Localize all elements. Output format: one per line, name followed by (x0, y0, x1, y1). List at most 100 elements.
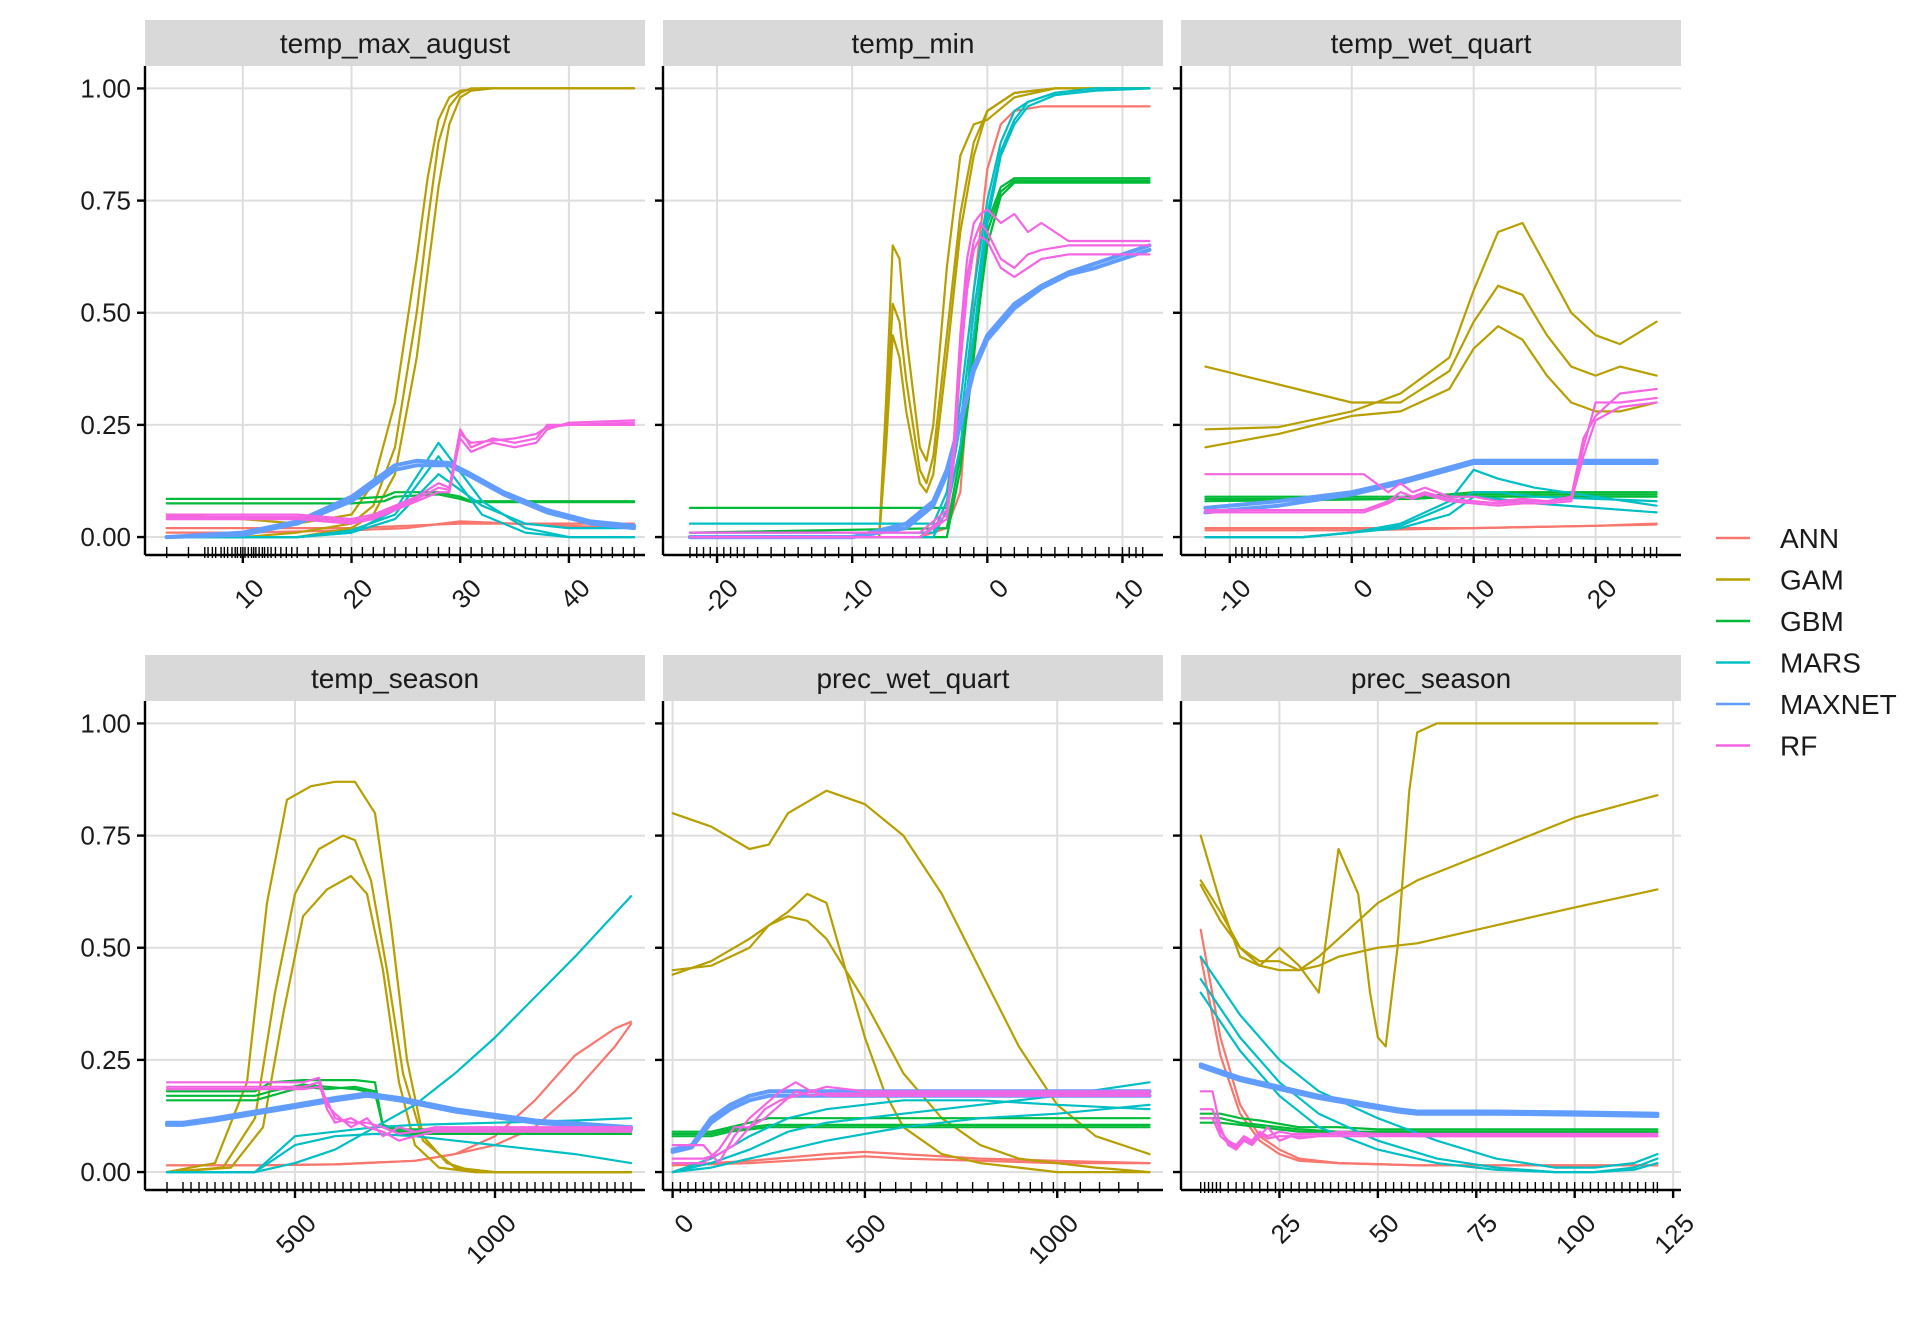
series-line-ann (165, 1022, 633, 1167)
series-line-gam (165, 834, 633, 1174)
legend-item-maxnet: MAXNET (1716, 689, 1897, 720)
series-line-rf (165, 1081, 633, 1142)
panel-temp-max-august: temp_max_august 10 20 30 40 0.00 0.25 0.50 0.75 1… (80, 20, 645, 614)
y-tick-label: 0.00 (80, 522, 131, 552)
legend-label: MARS (1780, 648, 1861, 679)
series-line-gam (1204, 284, 1658, 404)
series-line-rf (688, 208, 1151, 539)
x-tick-label: 10 (228, 573, 270, 615)
series-line-maxnet (1203, 461, 1659, 515)
x-tick-label: -10 (1209, 573, 1257, 621)
series-group (165, 780, 633, 1174)
series-line-maxnet (670, 1093, 1152, 1154)
panel-temp-season: temp_season 500 1000 0.00 0.25 0.50 0.75 1.00 (80, 655, 645, 1270)
series-line-maxnet (688, 243, 1152, 540)
series-line-maxnet (688, 247, 1152, 540)
series-line-rf (671, 1090, 1151, 1165)
series-line-gam (1199, 883, 1659, 972)
series-line-rf (688, 235, 1151, 539)
series-line-gbm (671, 1126, 1151, 1138)
series-line-mars (165, 1132, 633, 1174)
x-tick-label: 0 (668, 1208, 699, 1239)
series-line-mars (165, 473, 636, 539)
y-tick-label: 0.50 (80, 298, 131, 328)
x-tick-label: 10 (1108, 573, 1150, 615)
series-group (688, 87, 1152, 540)
facet-title: temp_wet_quart (1331, 28, 1532, 59)
series-line-rf (671, 1090, 1151, 1160)
series-line-maxnet (1203, 458, 1659, 510)
series-line-gam (1204, 221, 1658, 431)
x-tick-label: -10 (831, 573, 879, 621)
facet-title: temp_max_august (280, 28, 511, 59)
series-line-gbm (1199, 1121, 1659, 1134)
y-tick-label: 0.25 (80, 410, 131, 440)
series-line-maxnet (1198, 1062, 1660, 1116)
series-line-maxnet (165, 1093, 633, 1132)
facet-strip (663, 655, 1163, 701)
facet-title: prec_wet_quart (816, 663, 1009, 694)
series-line-rf (1199, 1117, 1659, 1149)
y-tick-label: 0.25 (80, 1045, 131, 1075)
facet-strip (663, 20, 1163, 66)
x-tick-label: 500 (840, 1208, 892, 1260)
x-tick-label: 50 (1363, 1208, 1405, 1250)
facet-title: temp_season (311, 663, 479, 694)
series-line-mars (671, 1081, 1151, 1174)
series-line-mars (1199, 991, 1659, 1174)
y-tick-label: 1.00 (80, 708, 131, 738)
series-line-gam (1204, 325, 1658, 449)
panel-temp-min: temp_min -20 -10 0 10 (655, 20, 1163, 621)
legend-item-ann: ANN (1716, 523, 1839, 554)
series-line-mars (688, 87, 1151, 525)
series-line-ann (688, 105, 1151, 539)
series-line-gam (688, 87, 1151, 539)
y-tick-label: 0.75 (80, 186, 131, 216)
facet-title: prec_season (1351, 663, 1511, 694)
series-line-maxnet (1198, 1064, 1660, 1118)
legend-label: GBM (1780, 606, 1844, 637)
series-line-rf (1204, 396, 1658, 512)
panel-prec-wet-quart: prec_wet_quart 0 500 1000 (655, 655, 1163, 1270)
x-tick-label: 1000 (460, 1208, 522, 1270)
x-tick-label: 0 (983, 573, 1014, 604)
series-line-rf (165, 1085, 633, 1136)
legend-item-gbm: GBM (1716, 606, 1844, 637)
series-group (164, 87, 637, 540)
legend-item-mars: MARS (1716, 648, 1861, 679)
series-line-gbm (688, 181, 1151, 534)
panel-temp-wet-quart: temp_wet_quart -10 0 10 20 (1173, 20, 1681, 621)
y-tick-label: 1.00 (80, 73, 131, 103)
series-line-rf (1204, 387, 1658, 503)
series-line-gam (671, 892, 1151, 1174)
legend-label: MAXNET (1780, 689, 1897, 720)
x-tick-label: 20 (337, 573, 379, 615)
x-tick-label: 75 (1462, 1208, 1504, 1250)
facet-title: temp_min (852, 28, 975, 59)
series-line-ann (1199, 955, 1659, 1167)
y-tick-label: 0.75 (80, 821, 131, 851)
x-tick-label: 20 (1581, 573, 1623, 615)
series-line-rf (1199, 1090, 1659, 1151)
x-tick-label: -20 (696, 573, 744, 621)
series-group (670, 789, 1152, 1174)
x-tick-label: 10 (1459, 573, 1501, 615)
x-tick-label: 125 (1648, 1208, 1700, 1260)
series-line-mars (688, 87, 1151, 539)
series-line-rf (165, 419, 636, 525)
series-line-gam (165, 87, 636, 525)
panels: temp_max_august 10 20 30 40 0.00 0.25 0.50 0.75 1… (80, 20, 1700, 1270)
panel-prec-season: prec_season 25 50 75 100 125 (1173, 655, 1700, 1260)
x-tick-label: 500 (270, 1208, 322, 1260)
series-line-ann (671, 1150, 1151, 1167)
series-line-gam (671, 915, 1151, 1174)
x-tick-label: 25 (1265, 1208, 1307, 1250)
x-tick-label: 100 (1550, 1208, 1602, 1260)
facet-strip (1181, 655, 1681, 701)
series-line-rf (688, 221, 1151, 534)
series-line-maxnet (164, 463, 637, 540)
legend-label: GAM (1780, 565, 1844, 596)
series-line-gbm (1199, 1112, 1659, 1131)
series-line-gam (1199, 722, 1659, 1048)
x-tick-label: 0 (1347, 573, 1378, 604)
